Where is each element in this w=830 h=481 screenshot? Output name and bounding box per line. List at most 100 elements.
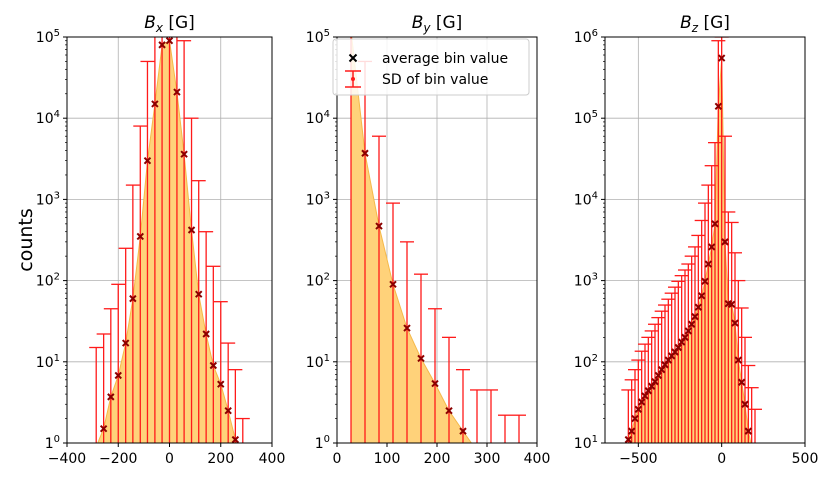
average-marker [195, 290, 203, 298]
average-marker [727, 300, 736, 309]
panel-title: Bz [G] [680, 13, 730, 35]
x-tick-label: 200 [424, 451, 451, 467]
average-marker [445, 406, 453, 415]
average-marker [231, 435, 240, 443]
average-marker [136, 232, 144, 241]
x-tick-label: 0 [717, 451, 726, 467]
average-marker [240, 448, 246, 454]
average-marker [459, 427, 467, 435]
average-marker [173, 88, 181, 96]
average-marker [674, 343, 683, 352]
y-tick-label: 104 [306, 109, 330, 127]
average-marker [143, 156, 152, 165]
x-tick-label: 400 [259, 451, 286, 467]
average-marker [627, 427, 636, 435]
average-marker [651, 377, 659, 386]
y-tick-label: 104 [36, 109, 60, 127]
average-marker [714, 102, 723, 111]
bz-panel: −500 0 500 101 102 103 104 105 106 Bz [G] [574, 13, 819, 467]
average-marker [631, 414, 639, 423]
legend-box [332, 38, 530, 96]
y-tick-label: 105 [574, 109, 598, 127]
average-marker [431, 379, 439, 388]
x-tick-label: 0 [333, 451, 342, 467]
average-marker [749, 444, 755, 450]
average-marker [654, 371, 663, 380]
x-tick-label: 500 [792, 451, 819, 467]
average-marker [403, 324, 411, 332]
legend-average-marker [348, 53, 358, 63]
average-marker [375, 222, 383, 230]
y-tick-label: 103 [306, 190, 330, 208]
average-marker [348, 28, 354, 34]
panel-title: By [G] [412, 13, 463, 35]
average-marker [114, 371, 122, 380]
y-tick-label: 101 [36, 353, 60, 371]
average-marker [516, 458, 522, 464]
legend: average bin value SD of bin value [332, 38, 530, 96]
legend-average-label: average bin value [382, 51, 508, 67]
x-tick-label: 0 [165, 451, 174, 467]
average-marker [717, 54, 726, 62]
average-marker [209, 361, 218, 370]
average-marker [634, 405, 643, 414]
plot-area [621, 37, 762, 459]
average-marker [389, 280, 397, 289]
average-marker [684, 327, 693, 335]
x-tick-label: −200 [99, 451, 137, 467]
average-marker [641, 392, 649, 400]
average-marker [701, 277, 709, 286]
average-marker [691, 312, 699, 321]
average-marker [93, 444, 99, 450]
y-tick-label: 10 [45, 434, 60, 452]
bx-panel: −400 −200 0 200 400 10 101 102 103 104 105 Bx [G] [36, 13, 286, 467]
by-panel: 0 100 200 300 400 10 101 102 103 104 105 By [G] [306, 13, 551, 467]
y-tick-label: 10 [315, 434, 330, 452]
average-marker [417, 354, 425, 363]
average-marker [741, 400, 749, 408]
y-axis-label: counts [15, 208, 37, 272]
panel-title: Bx [G] [144, 13, 195, 35]
y-tick-label: 104 [574, 190, 598, 208]
average-marker [721, 238, 729, 246]
y-tick-label: 101 [574, 434, 598, 452]
average-marker [217, 380, 225, 388]
average-marker [502, 453, 508, 459]
x-tick-label: −500 [619, 451, 657, 467]
average-marker [681, 333, 689, 342]
average-marker [121, 339, 130, 347]
x-tick-label: 400 [524, 451, 551, 467]
average-marker [202, 330, 210, 338]
y-tick-label: 106 [574, 28, 598, 46]
y-tick-label: 102 [306, 272, 330, 290]
y-tick-label: 101 [306, 353, 330, 371]
average-marker [734, 356, 743, 364]
average-marker [151, 100, 159, 108]
average-marker [637, 398, 646, 406]
average-marker [687, 320, 696, 328]
average-marker [657, 365, 666, 374]
average-marker [99, 424, 108, 433]
average-marker [624, 435, 633, 443]
average-marker [129, 294, 137, 303]
average-marker [187, 226, 196, 234]
y-tick-label: 105 [306, 28, 330, 46]
axes-frame [604, 36, 806, 444]
y-tick-label: 103 [36, 190, 60, 208]
average-marker [731, 319, 739, 327]
average-marker [694, 303, 703, 311]
average-marker [752, 453, 758, 459]
average-marker [158, 41, 166, 49]
average-marker [361, 149, 369, 157]
legend-sd-marker [345, 70, 361, 88]
average-marker [707, 243, 716, 251]
plot-area [89, 37, 250, 454]
y-tick-label: 102 [574, 353, 598, 371]
average-marker [224, 406, 232, 415]
x-tick-label: 200 [207, 451, 234, 467]
average-marker [107, 393, 115, 401]
legend-sd-label: SD of bin value [382, 72, 488, 88]
average-marker [737, 378, 746, 386]
x-tick-label: 100 [374, 451, 401, 467]
